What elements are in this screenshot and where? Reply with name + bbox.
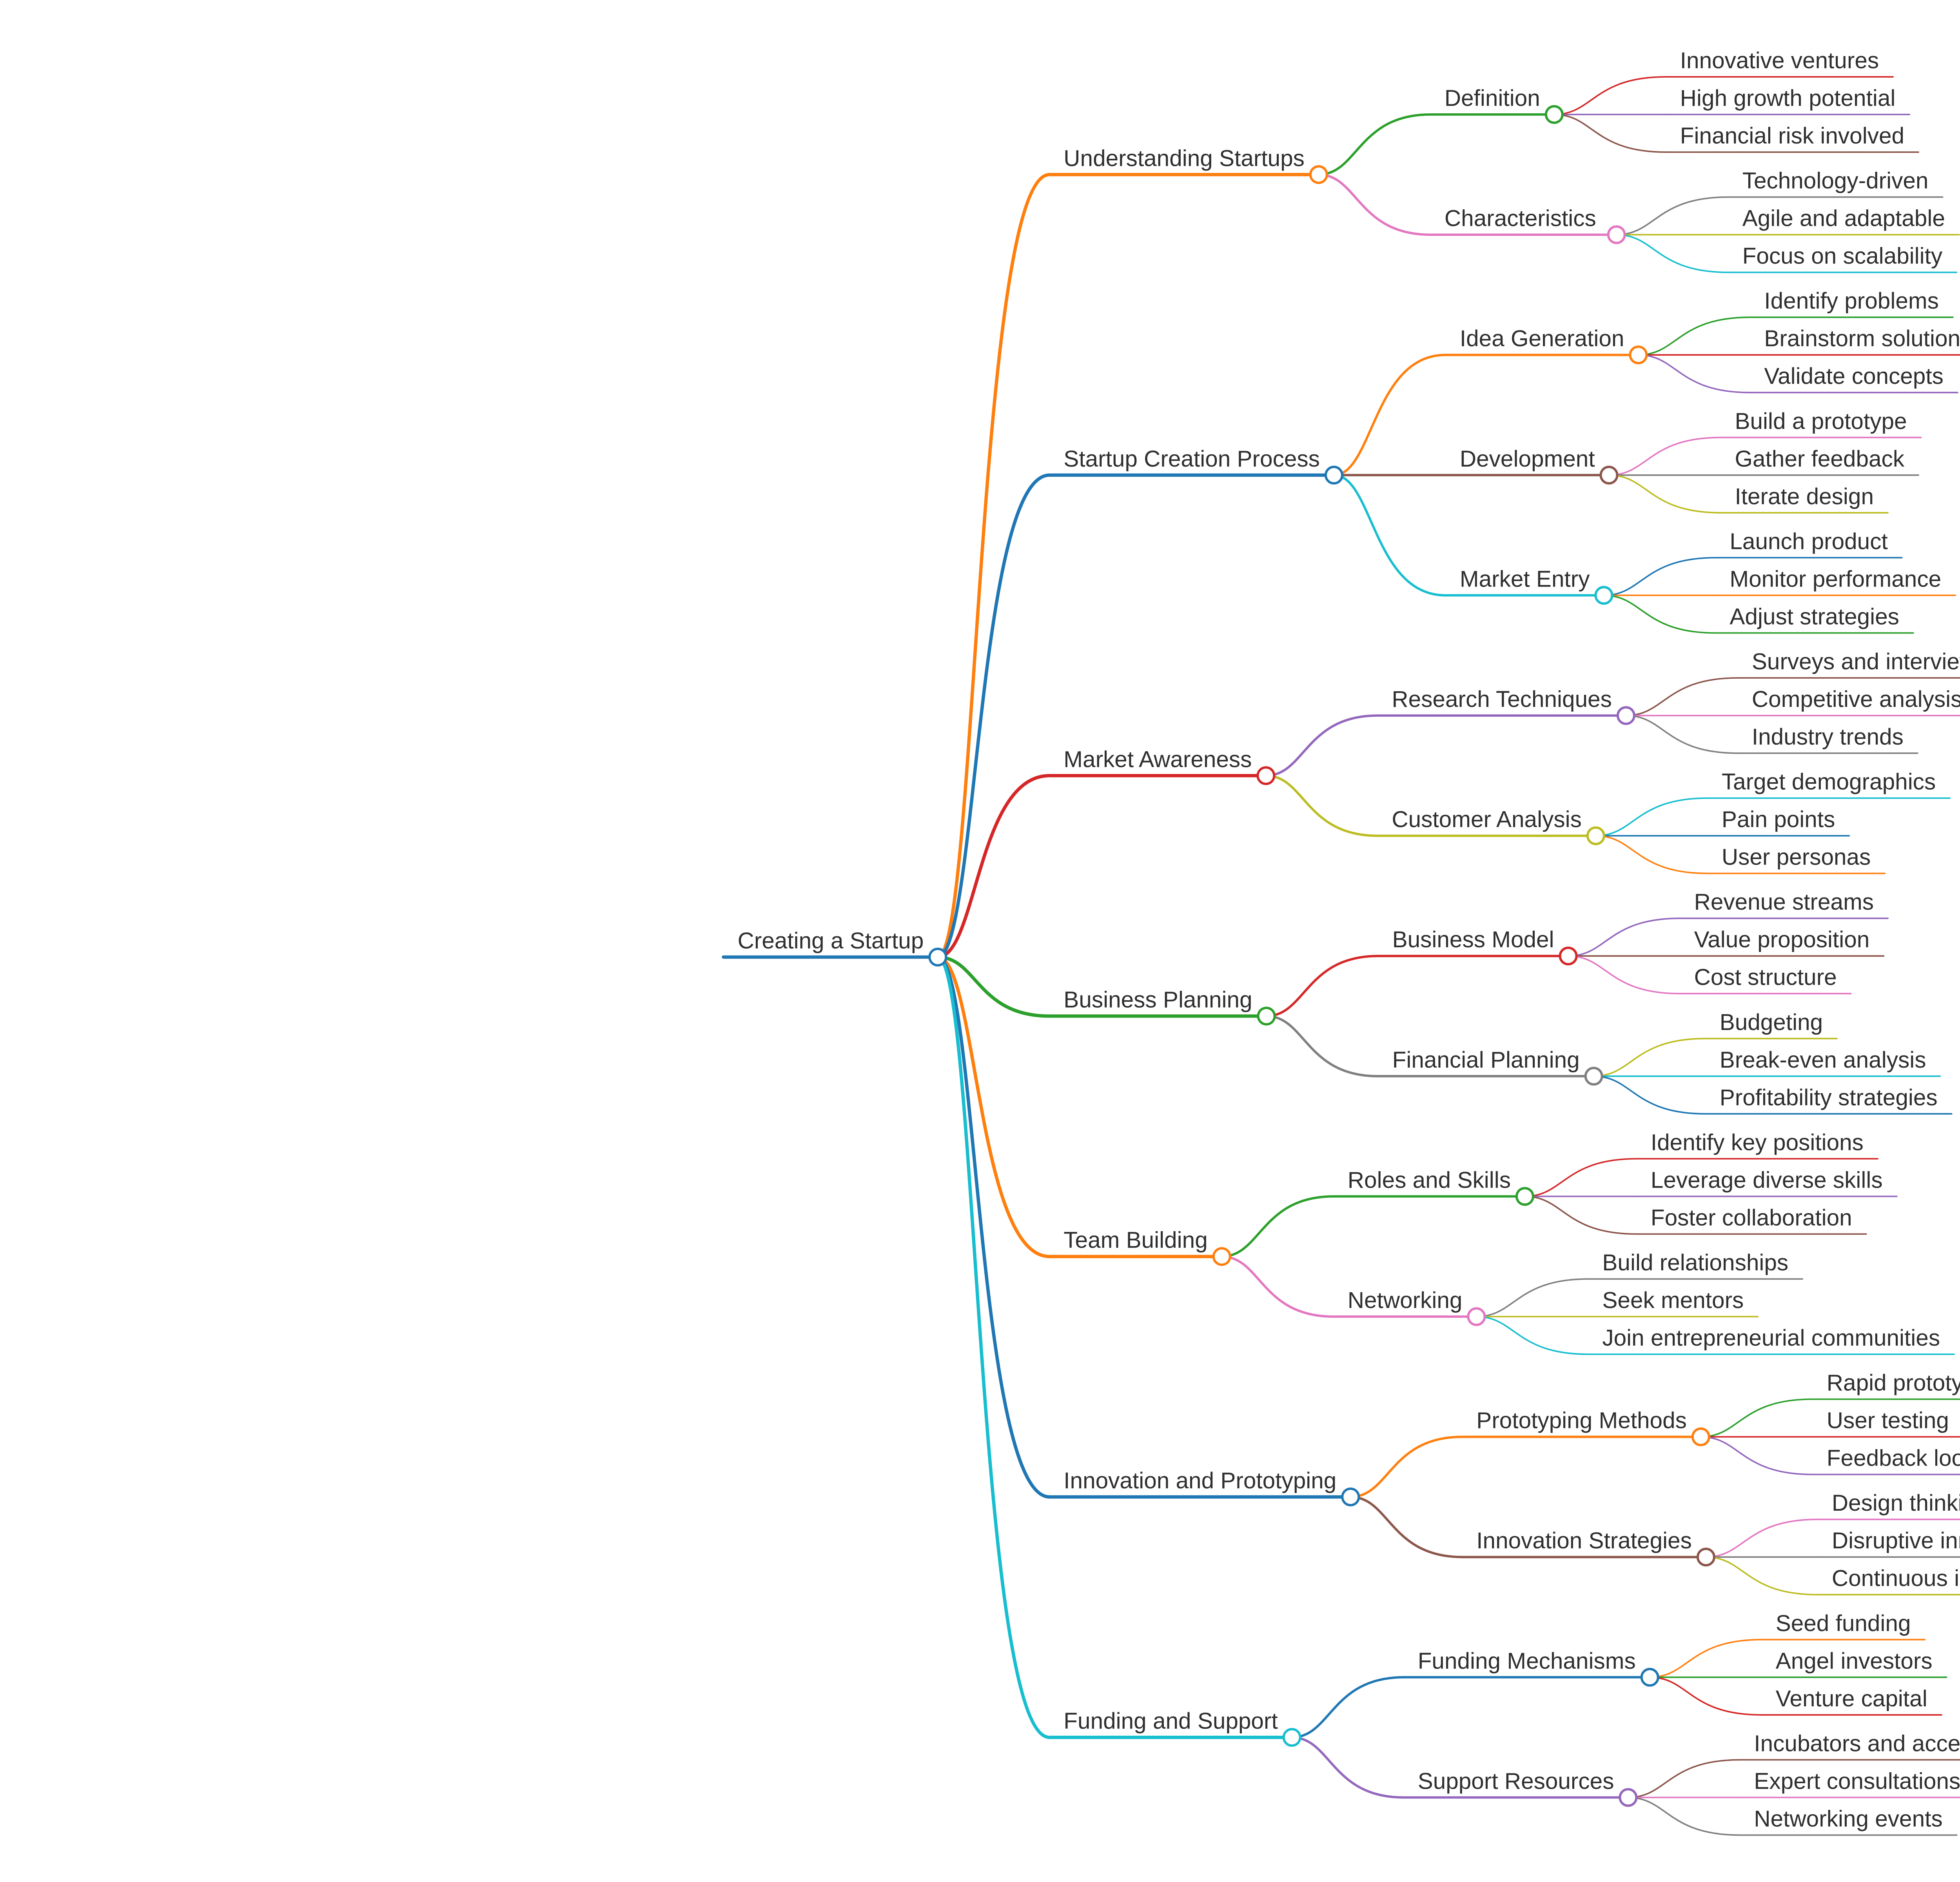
svg-text:Idea Generation: Idea Generation (1460, 326, 1624, 351)
svg-text:Innovation and Prototyping: Innovation and Prototyping (1063, 1468, 1336, 1493)
svg-text:Surveys and interviews: Surveys and interviews (1752, 649, 1960, 674)
svg-text:Prototyping Methods: Prototyping Methods (1476, 1408, 1687, 1433)
svg-text:Profitability strategies: Profitability strategies (1720, 1085, 1938, 1110)
svg-text:Financial risk involved: Financial risk involved (1680, 123, 1904, 149)
svg-text:Understanding Startups: Understanding Startups (1063, 145, 1305, 171)
svg-text:Creating a Startup: Creating a Startup (738, 928, 924, 954)
svg-text:Characteristics: Characteristics (1445, 206, 1596, 231)
svg-text:Innovation Strategies: Innovation Strategies (1476, 1528, 1692, 1553)
svg-text:Rapid prototyping: Rapid prototyping (1827, 1370, 1960, 1396)
svg-text:High growth potential: High growth potential (1680, 85, 1896, 111)
svg-text:Break-even analysis: Break-even analysis (1720, 1047, 1926, 1073)
svg-text:Financial Planning: Financial Planning (1392, 1047, 1580, 1073)
svg-text:Support Resources: Support Resources (1418, 1768, 1614, 1794)
svg-text:Launch product: Launch product (1730, 529, 1887, 554)
svg-text:Innovative ventures: Innovative ventures (1680, 48, 1879, 73)
svg-text:Definition: Definition (1445, 85, 1540, 111)
svg-text:Development: Development (1460, 446, 1595, 472)
svg-text:Technology-driven: Technology-driven (1742, 168, 1929, 194)
svg-text:Cost structure: Cost structure (1694, 965, 1837, 990)
svg-text:Venture capital: Venture capital (1776, 1686, 1927, 1711)
svg-text:Disruptive innovation: Disruptive innovation (1832, 1528, 1960, 1553)
svg-text:Join entrepreneurial communiti: Join entrepreneurial communities (1602, 1325, 1940, 1351)
svg-text:Roles and Skills: Roles and Skills (1348, 1167, 1511, 1193)
svg-text:Pain points: Pain points (1722, 807, 1835, 832)
svg-text:Market Entry: Market Entry (1460, 566, 1590, 592)
svg-text:Value proposition: Value proposition (1694, 927, 1870, 952)
svg-text:Iterate design: Iterate design (1735, 484, 1874, 509)
svg-text:Target demographics: Target demographics (1722, 769, 1936, 795)
svg-text:Funding Mechanisms: Funding Mechanisms (1418, 1648, 1636, 1674)
svg-text:Customer Analysis: Customer Analysis (1392, 807, 1581, 832)
svg-text:User personas: User personas (1722, 845, 1871, 870)
svg-text:Expert consultations: Expert consultations (1754, 1768, 1960, 1794)
svg-text:Build relationships: Build relationships (1602, 1250, 1788, 1275)
svg-text:Business Planning: Business Planning (1063, 987, 1252, 1013)
svg-text:Leverage diverse skills: Leverage diverse skills (1651, 1167, 1883, 1193)
svg-text:Design thinking: Design thinking (1832, 1490, 1960, 1516)
svg-text:Business Model: Business Model (1392, 927, 1554, 952)
svg-text:Angel investors: Angel investors (1776, 1648, 1933, 1674)
svg-text:Research Techniques: Research Techniques (1392, 687, 1612, 712)
svg-text:Feedback loops: Feedback loops (1827, 1446, 1960, 1471)
svg-text:Seek mentors: Seek mentors (1602, 1288, 1744, 1313)
svg-text:User testing: User testing (1827, 1408, 1949, 1433)
svg-text:Budgeting: Budgeting (1720, 1010, 1823, 1035)
svg-text:Competitive analysis: Competitive analysis (1752, 687, 1960, 712)
svg-text:Focus on scalability: Focus on scalability (1742, 243, 1943, 269)
svg-text:Funding and Support: Funding and Support (1063, 1708, 1278, 1734)
svg-text:Brainstorm solutions: Brainstorm solutions (1764, 326, 1960, 351)
svg-text:Identify problems: Identify problems (1764, 288, 1938, 314)
svg-text:Identify key positions: Identify key positions (1651, 1130, 1864, 1155)
svg-text:Agile and adaptable: Agile and adaptable (1742, 206, 1945, 231)
svg-text:Networking events: Networking events (1754, 1806, 1942, 1831)
svg-text:Startup Creation Process: Startup Creation Process (1063, 446, 1320, 472)
svg-text:Foster collaboration: Foster collaboration (1651, 1205, 1852, 1230)
svg-text:Networking: Networking (1348, 1288, 1463, 1313)
svg-text:Seed funding: Seed funding (1776, 1611, 1911, 1636)
svg-text:Build a prototype: Build a prototype (1735, 409, 1907, 434)
svg-text:Incubators and accelerators: Incubators and accelerators (1754, 1731, 1960, 1756)
svg-text:Team Building: Team Building (1063, 1228, 1207, 1253)
svg-text:Market Awareness: Market Awareness (1063, 747, 1252, 772)
svg-text:Industry trends: Industry trends (1752, 724, 1904, 750)
svg-text:Monitor performance: Monitor performance (1730, 566, 1941, 592)
svg-text:Gather feedback: Gather feedback (1735, 446, 1905, 472)
svg-text:Adjust strategies: Adjust strategies (1730, 604, 1899, 629)
svg-text:Continuous improvement: Continuous improvement (1832, 1566, 1960, 1591)
svg-text:Validate concepts: Validate concepts (1764, 363, 1943, 389)
svg-text:Revenue streams: Revenue streams (1694, 889, 1874, 915)
